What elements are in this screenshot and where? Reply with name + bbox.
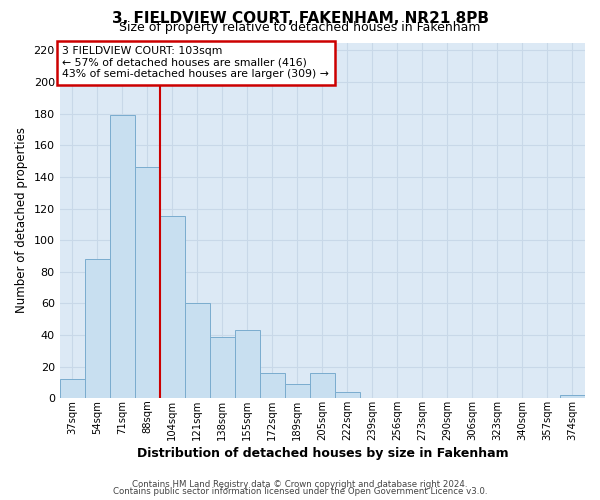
Bar: [560, 395, 585, 398]
Bar: [160, 216, 185, 398]
Bar: [210, 336, 235, 398]
Bar: [185, 304, 210, 398]
Bar: [310, 373, 335, 398]
Bar: [59, 380, 85, 398]
Text: 3 FIELDVIEW COURT: 103sqm
← 57% of detached houses are smaller (416)
43% of semi: 3 FIELDVIEW COURT: 103sqm ← 57% of detac…: [62, 46, 329, 80]
Bar: [85, 259, 110, 398]
X-axis label: Distribution of detached houses by size in Fakenham: Distribution of detached houses by size …: [137, 447, 508, 460]
Bar: [335, 392, 360, 398]
Bar: [260, 373, 285, 398]
Y-axis label: Number of detached properties: Number of detached properties: [15, 128, 28, 314]
Text: 3, FIELDVIEW COURT, FAKENHAM, NR21 8PB: 3, FIELDVIEW COURT, FAKENHAM, NR21 8PB: [112, 11, 488, 26]
Bar: [235, 330, 260, 398]
Bar: [110, 115, 135, 399]
Text: Contains public sector information licensed under the Open Government Licence v3: Contains public sector information licen…: [113, 487, 487, 496]
Text: Contains HM Land Registry data © Crown copyright and database right 2024.: Contains HM Land Registry data © Crown c…: [132, 480, 468, 489]
Bar: [285, 384, 310, 398]
Bar: [135, 168, 160, 398]
Text: Size of property relative to detached houses in Fakenham: Size of property relative to detached ho…: [119, 22, 481, 35]
